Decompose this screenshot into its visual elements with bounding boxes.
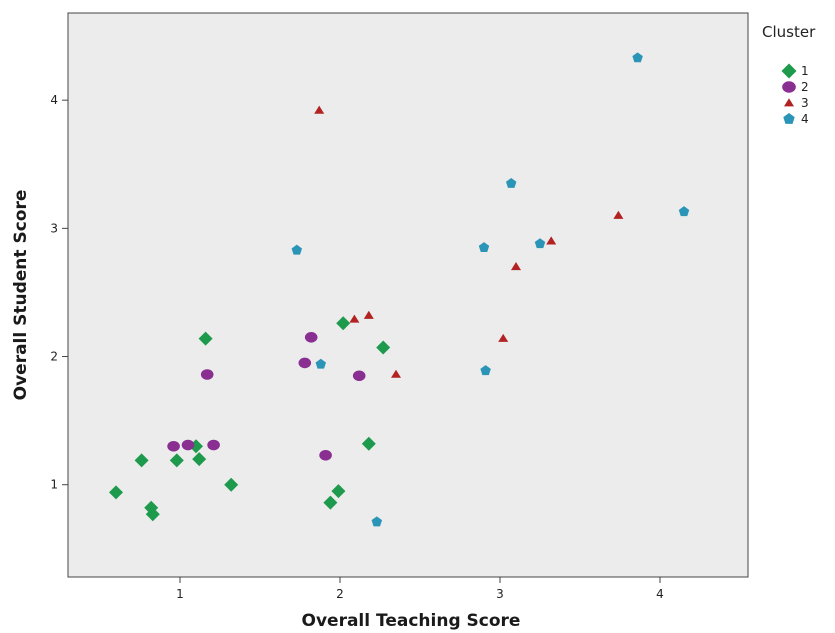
cluster-2-point (181, 439, 195, 451)
data-points (109, 52, 690, 527)
cluster-1-point (224, 477, 239, 492)
plot-area (68, 13, 748, 577)
cluster-3-point (498, 333, 509, 342)
cluster-3-point (511, 262, 521, 271)
cluster-1-point (192, 452, 207, 467)
cluster-4-point (371, 516, 383, 527)
cluster-1-point (109, 485, 123, 500)
cluster-1-point (145, 507, 160, 522)
cluster-4-point (291, 244, 303, 255)
cluster-3-point (349, 314, 360, 323)
legend-label-1: 1 (801, 64, 809, 78)
cluster-2-point (207, 439, 220, 451)
legend-label-4: 4 (801, 112, 809, 126)
cluster-4-point (478, 242, 490, 253)
legend-title: Cluster (762, 23, 816, 41)
cluster-2-point (200, 369, 214, 380)
x-tick-label: 3 (496, 587, 504, 601)
cluster-2-point (319, 449, 332, 461)
cluster-2-point (352, 370, 366, 382)
legend-label-2: 2 (801, 80, 809, 94)
cluster-1-point (361, 436, 376, 451)
y-axis: 1 2 3 4 (50, 93, 68, 492)
legend-label-3: 3 (801, 96, 809, 110)
legend: Cluster 1 2 3 4 (762, 23, 816, 126)
y-tick-label: 3 (50, 221, 58, 235)
plot-border (67, 12, 749, 578)
x-axis: 1 2 3 4 (176, 577, 664, 601)
legend-marker-1 (781, 63, 797, 79)
x-tick-label: 2 (336, 587, 344, 601)
legend-marker-3 (784, 98, 794, 107)
cluster-1-point (198, 331, 213, 346)
x-tick-label: 1 (176, 587, 184, 601)
x-axis-title: Overall Teaching Score (302, 611, 521, 631)
cluster-4-point (315, 358, 327, 369)
legend-marker-4 (783, 113, 795, 124)
y-axis-title: Overall Student Score (11, 190, 31, 401)
cluster-2-point (298, 357, 312, 369)
cluster-3-point (546, 236, 557, 245)
cluster-4-point (505, 177, 517, 188)
cluster-2-point (167, 440, 180, 452)
legend-marker-2 (782, 81, 796, 93)
cluster-3-point (314, 105, 325, 114)
cluster-4-point (632, 52, 643, 63)
y-tick-label: 2 (50, 350, 58, 364)
cluster-1-point (336, 316, 351, 331)
y-tick-label: 1 (50, 478, 58, 492)
cluster-1-point (134, 453, 149, 468)
cluster-1-point (331, 484, 346, 499)
cluster-4-point (678, 206, 690, 217)
cluster-1-point (323, 495, 338, 510)
cluster-1-point (169, 453, 184, 468)
cluster-4-point (480, 365, 491, 376)
cluster-3-point (363, 310, 374, 319)
cluster-2-point (304, 332, 318, 343)
cluster-3-point (613, 210, 624, 219)
x-tick-label: 4 (656, 587, 664, 601)
cluster-4-point (534, 238, 546, 249)
cluster-1-point (376, 340, 391, 355)
y-tick-label: 4 (50, 93, 58, 107)
cluster-3-point (391, 369, 401, 378)
